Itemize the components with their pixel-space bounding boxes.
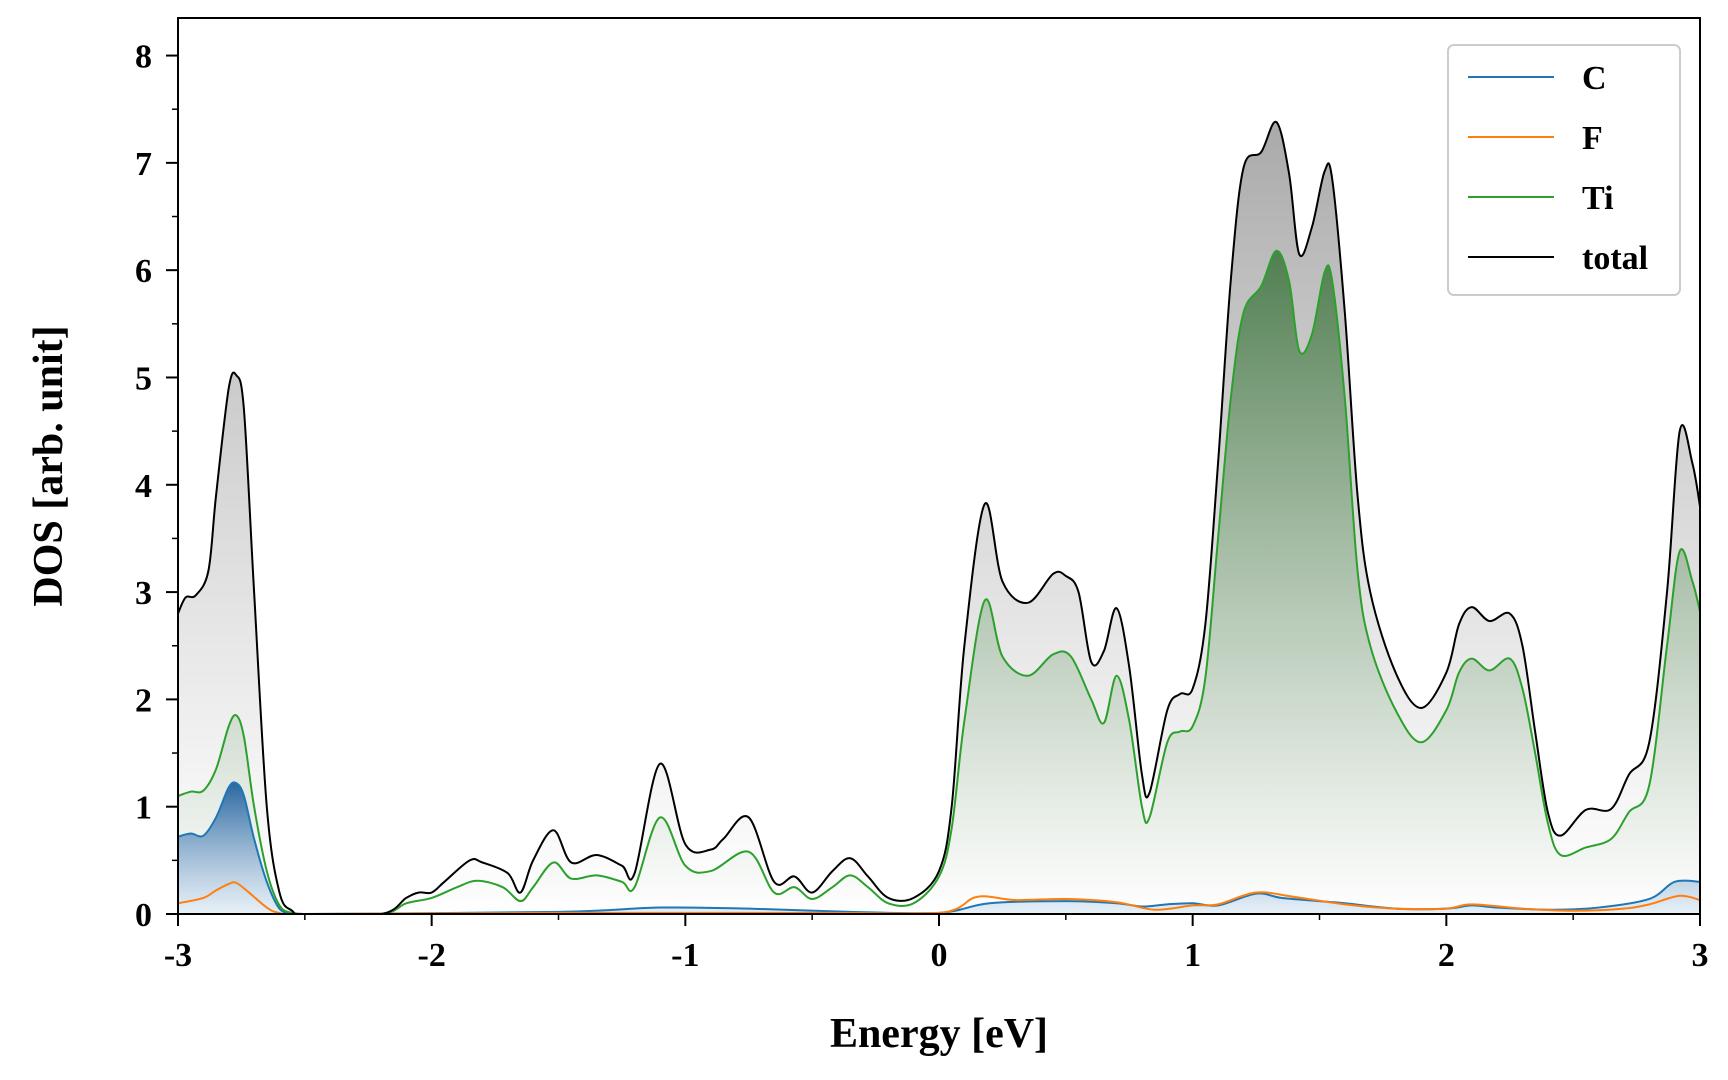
x-tick-label: 1 — [1184, 937, 1201, 974]
y-tick-label: 5 — [135, 360, 152, 397]
y-tick-label: 8 — [135, 39, 152, 76]
legend-entry-total: total — [1468, 240, 1648, 277]
x-tick-label: 2 — [1438, 937, 1455, 974]
legend-box — [1447, 44, 1681, 296]
legend-label-ti: Ti — [1582, 180, 1614, 217]
y-tick-label: 0 — [135, 897, 152, 934]
x-tick-label: -2 — [418, 937, 446, 974]
x-tick-label: 0 — [931, 937, 948, 974]
area-fills — [178, 122, 1700, 914]
y-axis-label: DOS [arb. unit] — [26, 325, 72, 606]
series-line-c — [178, 781, 1700, 914]
legend: C F Ti total — [1447, 44, 1681, 296]
y-tick-label: 7 — [135, 146, 152, 183]
x-axis-label: Energy [eV] — [830, 1011, 1048, 1057]
x-axis: -3 -2 -1 0 1 2 3 — [164, 914, 1709, 974]
series-lines — [178, 121, 1700, 914]
legend-label-f: F — [1582, 120, 1603, 157]
y-tick-label: 6 — [135, 253, 152, 290]
legend-label-total: total — [1582, 240, 1648, 277]
x-tick-label: -1 — [671, 937, 699, 974]
series-line-f — [178, 881, 1700, 914]
series-line-total — [178, 121, 1700, 914]
y-axis: 0 1 2 3 4 5 6 7 8 — [135, 39, 178, 934]
legend-entry-c: C — [1468, 60, 1607, 97]
legend-entry-f: F — [1468, 120, 1603, 157]
y-tick-label: 1 — [135, 790, 152, 827]
x-tick-label: -3 — [164, 937, 192, 974]
y-tick-label: 2 — [135, 682, 152, 719]
legend-entry-ti: Ti — [1468, 180, 1614, 217]
area-fill-ti — [178, 250, 1700, 914]
series-line-ti — [178, 249, 1700, 914]
legend-label-c: C — [1582, 60, 1607, 97]
y-tick-label: 4 — [135, 468, 152, 505]
x-tick-label: 3 — [1692, 937, 1709, 974]
y-tick-label: 3 — [135, 575, 152, 612]
